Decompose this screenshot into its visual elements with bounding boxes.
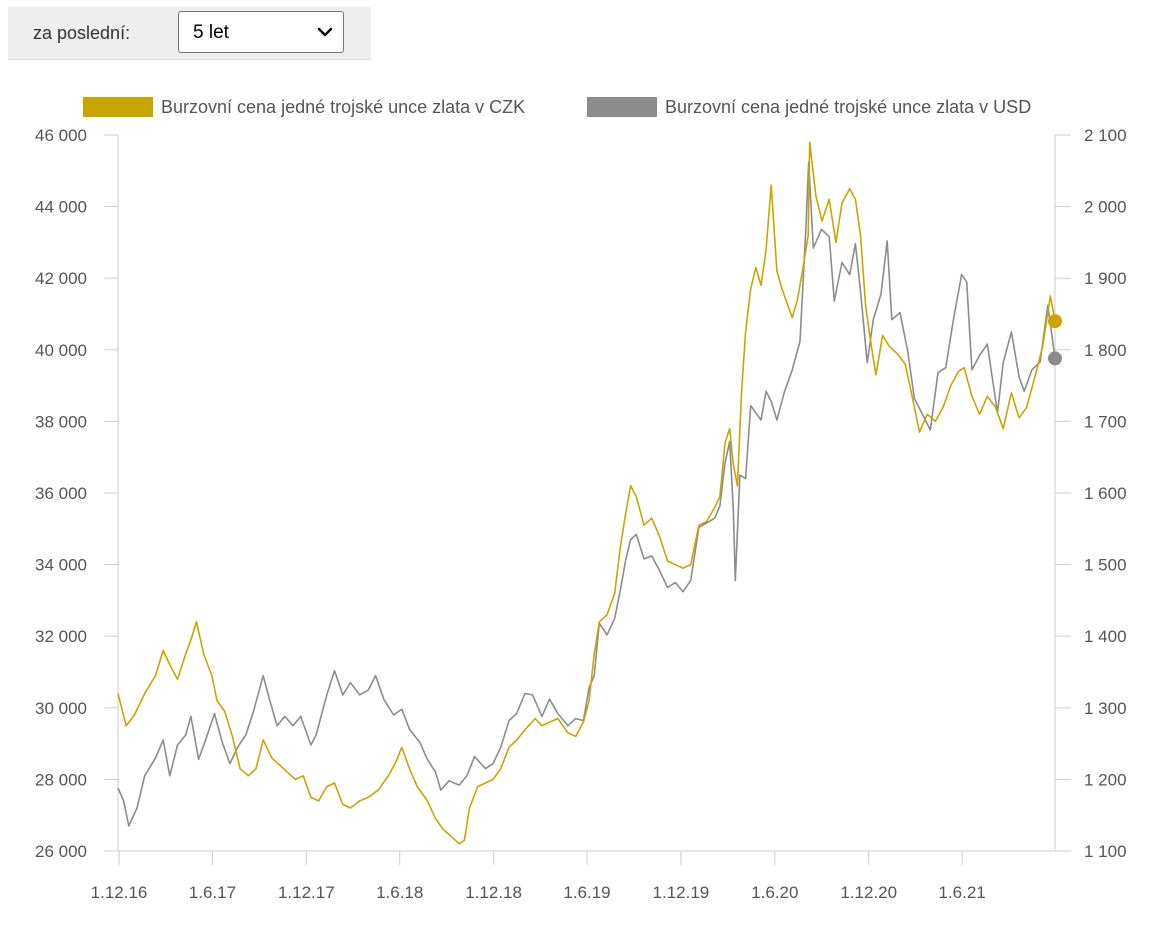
period-filter-bar: za poslední: 5 let [8, 7, 371, 60]
y-left-tick-label: 28 000 [35, 770, 87, 789]
y-left-tick-label: 38 000 [35, 412, 87, 431]
x-tick-label: 1.12.20 [840, 883, 897, 902]
y-left-tick-label: 44 000 [35, 198, 87, 217]
period-select-value: 5 let [193, 22, 229, 43]
y-right-tick-label: 1 600 [1084, 484, 1127, 503]
end-marker-left [1048, 314, 1062, 329]
legend-label-left: Burzovní cena jedné trojské unce zlata v… [161, 97, 525, 117]
chart-axes: 26 000 28 000 30 000 32 000 34 000 36 000 38 0… [35, 126, 1127, 902]
legend-label-right: Burzovní cena jedné trojské unce zlata v… [665, 97, 1031, 117]
y-right-tick-label: 2 000 [1084, 198, 1127, 217]
series-line-right [117, 161, 1056, 827]
y-right-tick-label: 1 900 [1084, 269, 1127, 288]
y-left-tick-label: 40 000 [35, 341, 87, 360]
y-right-tick-label: 1 400 [1084, 627, 1127, 646]
y-right-tick-label: 2 100 [1084, 126, 1127, 145]
x-tick-label: 1.12.16 [91, 883, 148, 902]
y-right-tick-label: 1 800 [1084, 341, 1127, 360]
period-select[interactable]: 5 let [178, 11, 344, 53]
y-left-tick-label: 42 000 [35, 269, 87, 288]
x-tick-label: 1.6.20 [751, 883, 798, 902]
chart-end-markers [1048, 314, 1062, 366]
y-right-tick-label: 1 100 [1084, 842, 1127, 861]
y-right-tick-label: 1 200 [1084, 770, 1127, 789]
y-left-tick-label: 26 000 [35, 842, 87, 861]
y-right-tick-label: 1 700 [1084, 412, 1127, 431]
x-tick-label: 1.6.21 [938, 883, 985, 902]
x-tick-label: 1.12.19 [653, 883, 710, 902]
y-left-tick-label: 34 000 [35, 556, 87, 575]
chart-legend: Burzovní cena jedné trojské unce zlata v… [83, 97, 1031, 117]
y-right-tick-label: 1 500 [1084, 556, 1127, 575]
chevron-down-icon [317, 27, 333, 37]
y-right-tick-label: 1 300 [1084, 699, 1127, 718]
y-left-tick-label: 36 000 [35, 484, 87, 503]
y-left-tick-label: 30 000 [35, 699, 87, 718]
legend-swatch-left [83, 97, 153, 117]
x-tick-label: 1.12.18 [465, 883, 522, 902]
x-tick-label: 1.6.18 [376, 883, 423, 902]
y-left-tick-label: 46 000 [35, 126, 87, 145]
legend-swatch-right [587, 97, 657, 117]
x-tick-label: 1.6.19 [563, 883, 610, 902]
y-left-tick-label: 32 000 [35, 627, 87, 646]
end-marker-right [1048, 351, 1062, 366]
period-filter-label: za poslední: [33, 23, 131, 43]
x-tick-label: 1.6.17 [189, 883, 236, 902]
series-line-left [117, 141, 1056, 845]
x-tick-label: 1.12.17 [278, 883, 335, 902]
chart-series-lines [117, 141, 1056, 845]
